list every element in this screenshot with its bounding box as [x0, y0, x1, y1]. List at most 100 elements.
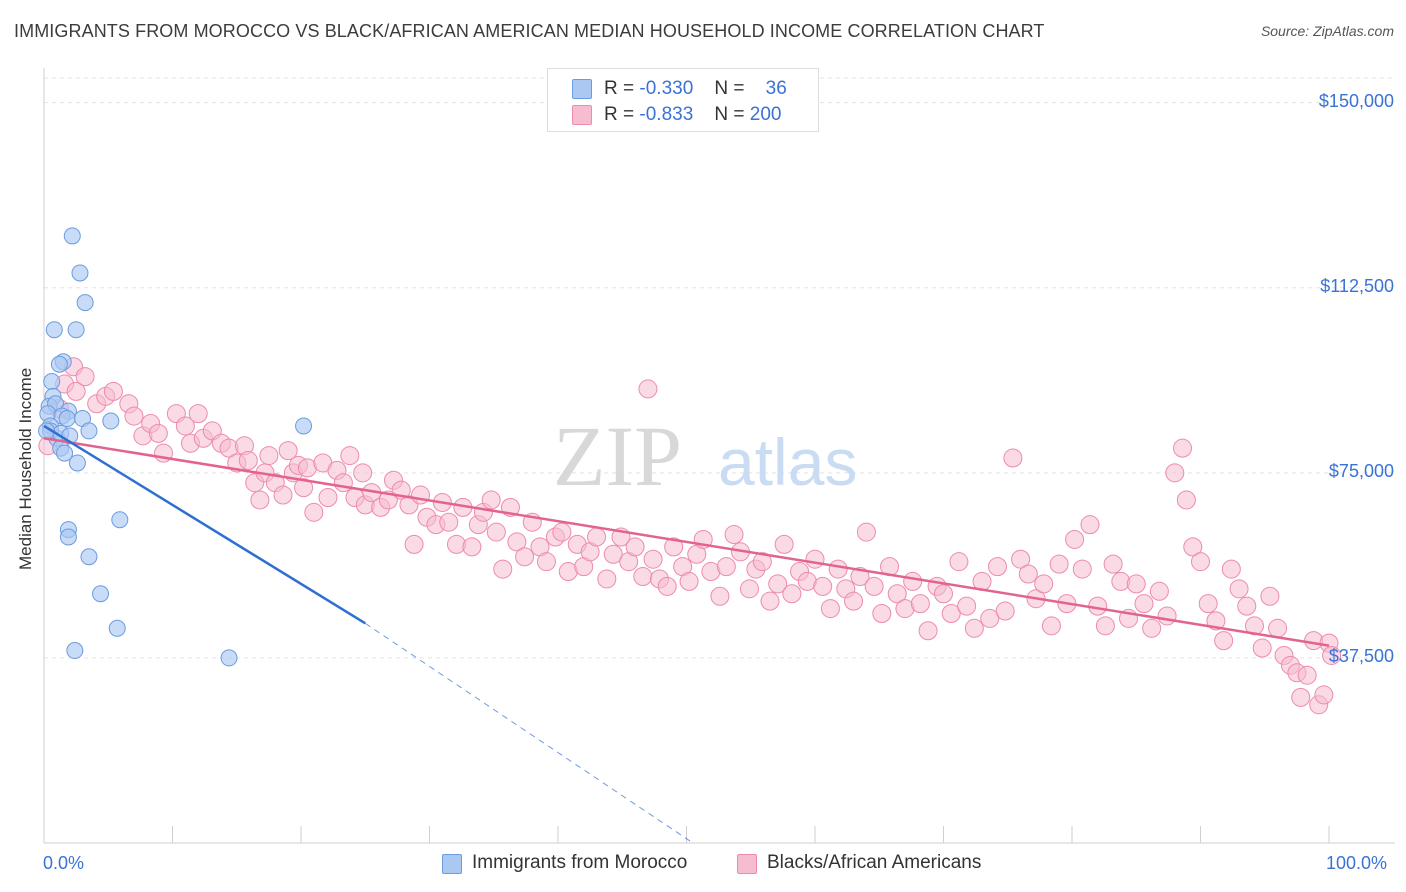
blacks-point — [404, 534, 424, 554]
chart-title: IMMIGRANTS FROM MOROCCO VS BLACK/AFRICAN… — [14, 21, 1045, 41]
morocco-point — [66, 642, 84, 660]
blacks-point — [597, 569, 617, 589]
watermark: ZIP atlas — [553, 408, 857, 504]
morocco-point — [67, 321, 85, 339]
watermark-atlas: atlas — [718, 425, 857, 499]
blacks-point — [820, 599, 840, 619]
series-morocco-points — [38, 227, 313, 667]
n-value-blacks: 200 — [749, 104, 782, 125]
blacks-point — [910, 594, 930, 614]
blacks-point — [1165, 463, 1185, 483]
blacks-point — [1065, 529, 1085, 549]
morocco-point — [56, 444, 74, 462]
x-tick-label-max: 100.0% — [1326, 853, 1388, 873]
blacks-point — [66, 381, 86, 401]
blacks-point — [1173, 438, 1193, 458]
y-axis-label: Median Household Income — [16, 367, 35, 570]
blacks-point — [1191, 552, 1210, 572]
blacks-point — [657, 576, 677, 596]
blacks-point — [1252, 638, 1272, 658]
blacks-point — [1126, 574, 1146, 594]
morocco-trend-extension — [364, 622, 694, 844]
blacks-point — [918, 621, 938, 641]
legend-swatch-morocco — [442, 854, 462, 874]
morocco-point — [80, 422, 98, 440]
blacks-point — [872, 604, 892, 623]
blacks-point — [462, 537, 482, 557]
legend-label-morocco: Immigrants from Morocco — [472, 852, 688, 873]
blacks-point — [805, 549, 825, 569]
blacks-point — [481, 490, 501, 510]
blacks-point — [633, 566, 653, 586]
blacks-point — [1142, 618, 1162, 638]
blacks-point — [124, 406, 144, 426]
n-value-morocco: 36 — [765, 78, 787, 99]
blacks-point — [716, 557, 736, 577]
blacks-swatch — [572, 105, 592, 125]
blacks-point — [238, 451, 258, 470]
y-tick-label: $150,000 — [1318, 90, 1394, 111]
morocco-point — [76, 294, 94, 312]
n-label: N = — [714, 104, 745, 125]
blacks-point — [411, 485, 431, 505]
blacks-point — [995, 601, 1015, 621]
watermark-zip: ZIP — [553, 408, 682, 504]
blacks-point — [493, 559, 513, 579]
blacks-point — [318, 488, 338, 508]
stats-text-morocco: R = -0.330 N = 36 — [604, 78, 787, 100]
blacks-point — [1291, 687, 1311, 707]
blacks-point — [1041, 616, 1061, 636]
blacks-point — [782, 584, 802, 604]
r-label: R = — [604, 104, 635, 125]
stats-legend: R = -0.330 N = 36 R = -0.833 N = 200 — [547, 68, 819, 132]
blacks-point — [1095, 616, 1115, 636]
y-tick-label: $112,500 — [1320, 275, 1394, 296]
blacks-point — [1049, 554, 1069, 574]
morocco-point — [58, 410, 76, 428]
r-label: R = — [604, 78, 635, 99]
blacks-point — [1072, 559, 1092, 579]
blacks-point — [75, 367, 95, 387]
blacks-point — [188, 404, 208, 424]
morocco-swatch — [572, 79, 592, 99]
blacks-point — [536, 552, 556, 572]
morocco-point — [63, 227, 81, 245]
blacks-point — [957, 596, 977, 616]
n-label: N = — [714, 78, 745, 99]
morocco-point — [71, 264, 89, 282]
blacks-point — [1080, 515, 1100, 535]
morocco-point — [295, 417, 313, 435]
r-value-morocco: -0.330 — [639, 78, 694, 99]
y-tick-label: $75,000 — [1328, 460, 1394, 481]
blacks-point — [625, 537, 645, 557]
blacks-point — [752, 552, 772, 572]
blacks-point — [1183, 537, 1203, 557]
blacks-point — [278, 441, 298, 461]
blacks-point — [552, 522, 572, 542]
blacks-point — [864, 576, 884, 596]
blacks-trend-line — [43, 437, 1330, 647]
blacks-point — [1198, 594, 1218, 614]
morocco-point — [45, 321, 63, 339]
blacks-point — [1229, 579, 1249, 599]
blacks-point — [439, 512, 459, 532]
morocco-point — [68, 454, 86, 472]
blacks-point — [768, 574, 788, 594]
morocco-point — [50, 355, 68, 373]
blacks-point — [724, 525, 744, 545]
blacks-point — [1260, 586, 1280, 606]
blacks-point — [1244, 616, 1264, 636]
blacks-point — [148, 423, 168, 443]
blacks-point — [1297, 665, 1317, 685]
axes-layer — [43, 68, 1395, 844]
morocco-point — [43, 373, 61, 391]
blacks-point — [259, 446, 279, 466]
source-label[interactable]: Source: ZipAtlas.com — [1260, 23, 1394, 39]
morocco-point — [102, 412, 120, 430]
blacks-point — [1176, 490, 1196, 510]
blacks-point — [304, 502, 324, 522]
blacks-point — [1237, 596, 1257, 616]
blacks-point — [828, 559, 848, 579]
blacks-point — [1149, 581, 1169, 601]
